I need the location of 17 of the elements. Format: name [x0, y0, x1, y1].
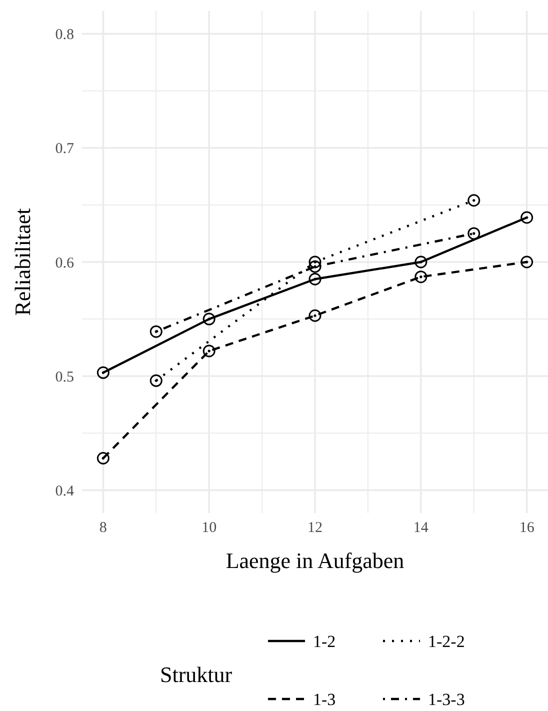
y-tick-label: 0.5 [55, 369, 74, 386]
legend-label: 1-3-3 [428, 690, 465, 709]
y-tick-label: 0.8 [55, 27, 74, 44]
x-tick-label: 14 [413, 520, 429, 536]
y-axis-title: Reliabilitaet [10, 208, 35, 316]
x-axis-title: Laenge in Aufgaben [226, 548, 404, 573]
x-tick-label: 8 [99, 520, 107, 536]
legend-label: 1-3 [313, 690, 336, 709]
legend-label: 1-2 [313, 632, 336, 651]
x-tick-label: 16 [519, 520, 535, 536]
y-tick-label: 0.4 [55, 483, 74, 500]
y-tick-label: 0.6 [55, 255, 74, 272]
legend-title: Struktur [160, 662, 233, 687]
legend-label: 1-2-2 [428, 632, 465, 651]
x-tick-label: 10 [202, 520, 217, 536]
y-tick-label: 0.7 [55, 141, 74, 158]
x-tick-label: 12 [308, 520, 322, 536]
